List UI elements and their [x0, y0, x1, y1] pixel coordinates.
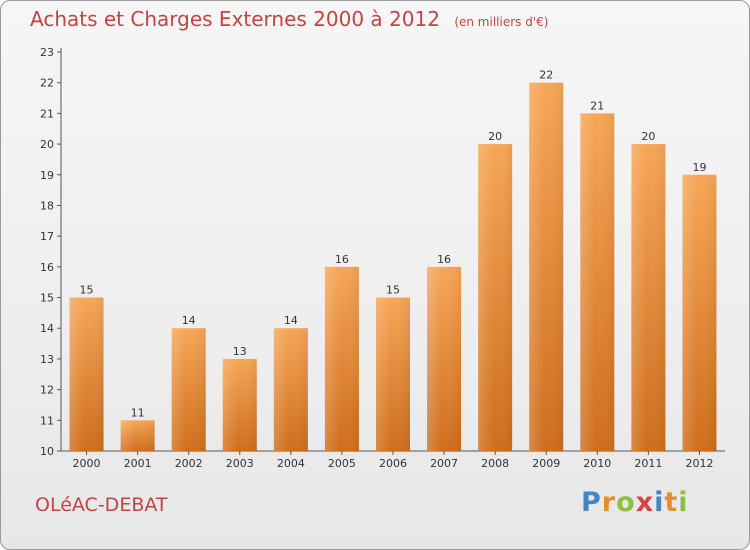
x-tick-label: 2012	[685, 457, 713, 470]
logo-letter: o	[616, 487, 636, 518]
logo-letter: x	[635, 487, 655, 518]
x-tick-label: 2003	[226, 457, 254, 470]
bar-shine	[171, 328, 206, 451]
logo-letter: P	[581, 487, 602, 518]
data-label: 15	[386, 284, 400, 297]
chart-bars	[69, 82, 717, 452]
data-label: 16	[335, 253, 349, 266]
chart-unit: (en milliers d'€)	[454, 15, 549, 29]
logo-letter: r	[601, 487, 617, 518]
x-tick-label: 2011	[634, 457, 662, 470]
x-tick-label: 2010	[583, 457, 611, 470]
bar-shine	[120, 420, 155, 451]
bar-shine	[529, 82, 564, 451]
bar-shine	[273, 328, 308, 451]
data-label: 20	[641, 130, 655, 143]
x-tick-label: 2006	[379, 457, 407, 470]
y-tick-label: 19	[40, 169, 54, 182]
y-tick-label: 22	[40, 77, 54, 90]
proxiti-logo[interactable]: Proxiti	[581, 487, 689, 518]
y-tick-label: 21	[40, 107, 54, 120]
y-tick-label: 23	[40, 46, 54, 59]
chart-data-labels: 15 11 14 13 14 16 15 16 20 22 21 20 19	[80, 69, 707, 420]
data-label: 19	[692, 161, 706, 174]
chart-title-text: Achats et Charges Externes 2000 à 2012	[30, 7, 440, 31]
logo-letter: t	[664, 487, 679, 518]
data-label: 20	[488, 130, 502, 143]
bar-shine	[631, 144, 666, 452]
bar-shine	[580, 113, 615, 451]
bar-shine	[222, 358, 257, 451]
x-tick-label: 2005	[328, 457, 356, 470]
chart-title: Achats et Charges Externes 2000 à 2012 (…	[30, 7, 548, 31]
bar-shine	[682, 174, 717, 451]
y-tick-label: 10	[40, 445, 54, 458]
logo-letter: i	[654, 487, 665, 518]
chart-axes: 10 11 12 13 14 15 16 17 18 19 20 21 22 23 2000 2001 2002…	[40, 46, 725, 470]
data-label: 14	[182, 314, 196, 327]
bar-shine	[376, 297, 410, 451]
x-tick-label: 2009	[532, 457, 560, 470]
data-label: 14	[284, 314, 298, 327]
data-label: 13	[233, 345, 247, 358]
x-tick-label: 2000	[73, 457, 101, 470]
y-tick-label: 14	[40, 322, 54, 335]
y-tick-label: 17	[40, 230, 54, 243]
x-tick-label: 2002	[175, 457, 203, 470]
commune-name: OLéAC-DEBAT	[35, 494, 168, 516]
x-tick-label: 2004	[277, 457, 305, 470]
logo-letter: i	[678, 487, 689, 518]
x-tick-label: 2001	[124, 457, 152, 470]
y-tick-label: 13	[40, 353, 54, 366]
data-label: 21	[590, 99, 604, 112]
y-tick-label: 11	[40, 414, 54, 427]
y-tick-label: 16	[40, 261, 54, 274]
data-label: 15	[80, 284, 94, 297]
bar-shine	[478, 144, 513, 452]
x-tick-label: 2008	[481, 457, 509, 470]
x-tick-label: 2007	[430, 457, 458, 470]
data-label: 11	[131, 406, 145, 419]
y-tick-label: 12	[40, 384, 54, 397]
data-label: 16	[437, 253, 451, 266]
bar-shine	[324, 266, 359, 451]
y-tick-label: 20	[40, 138, 54, 151]
y-tick-label: 18	[40, 199, 54, 212]
bar-shine	[69, 297, 104, 451]
bar-shine	[427, 266, 462, 451]
data-label: 22	[539, 69, 553, 82]
y-tick-label: 15	[40, 292, 54, 305]
